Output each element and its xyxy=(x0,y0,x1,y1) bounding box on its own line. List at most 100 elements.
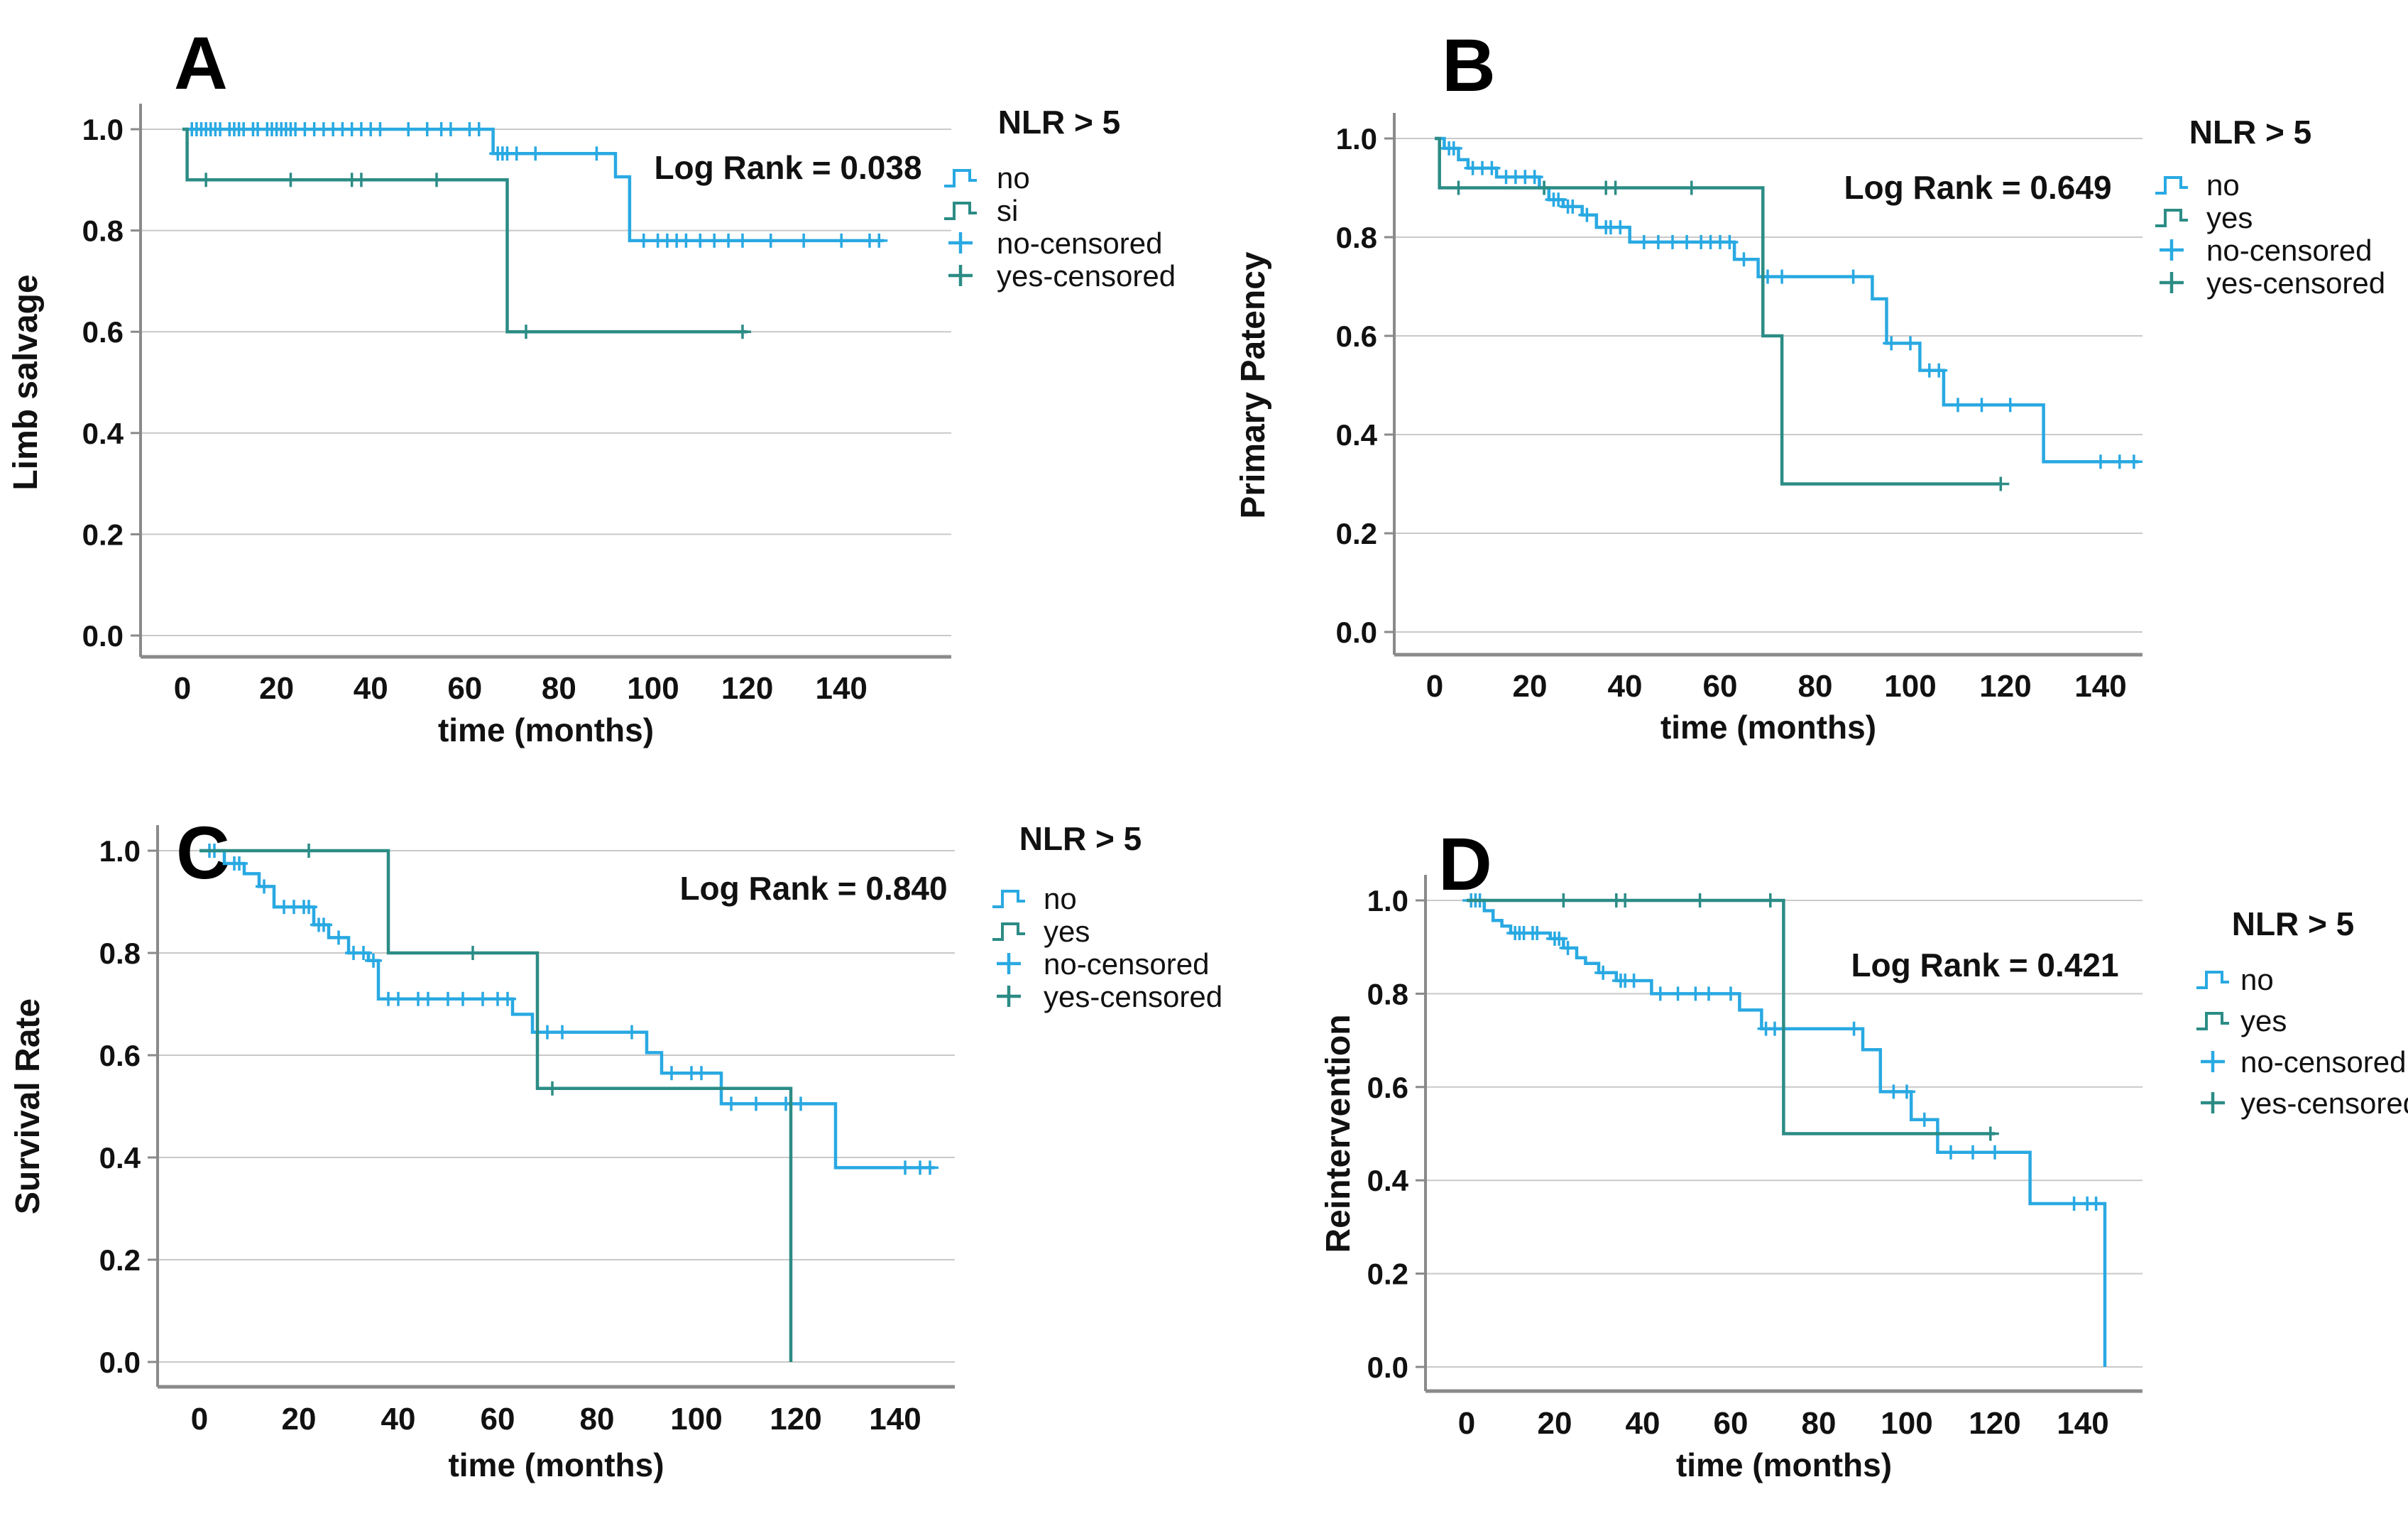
x-axis: 0 20 40 60 80 100 120 140 time (months) xyxy=(158,1385,955,1483)
y-axis: 0.0 0.2 0.4 0.6 0.8 1.0 xyxy=(82,104,142,657)
y-tick-label: 0.4 xyxy=(1336,418,1378,452)
x-tick-label: 0 xyxy=(1426,669,1443,704)
y-axis-title: Survival Rate xyxy=(9,998,47,1214)
x-tick-label: 140 xyxy=(815,671,867,706)
x-tick-label: 140 xyxy=(869,1402,921,1437)
x-tick-label: 40 xyxy=(381,1402,416,1437)
legend-censored-icon xyxy=(2201,1092,2225,1113)
km-chart-d: 0.0 0.2 0.4 0.6 0.8 1.0 0 20 40 60 80 100 120 140 time… xyxy=(1320,823,2408,1483)
panel-reintervention: 0.0 0.2 0.4 0.6 0.8 1.0 0 20 40 60 80 100 120 140 time… xyxy=(1204,763,2408,1526)
legend-item-si: si xyxy=(944,194,1018,227)
x-tick-label: 0 xyxy=(191,1402,208,1437)
legend-step-icon xyxy=(2155,176,2188,195)
x-axis-title: time (months) xyxy=(1660,709,1876,746)
y-tick-label: 0.4 xyxy=(99,1141,141,1175)
x-tick-label: 100 xyxy=(1881,1406,1932,1441)
x-tick-label: 40 xyxy=(1608,669,1643,704)
legend-censored-icon xyxy=(997,953,1021,974)
legend-item-label: no-censored xyxy=(2206,234,2372,267)
y-tick-label: 0.2 xyxy=(1367,1258,1408,1291)
legend-title: NLR > 5 xyxy=(2232,905,2355,942)
legend-step-icon xyxy=(2155,209,2188,227)
km-chart-c: 0.0 0.2 0.4 0.6 0.8 1.0 0 20 40 60 80 100 120 140 time… xyxy=(9,812,1222,1483)
censor-marks-si xyxy=(197,173,751,339)
km-curve-yes xyxy=(1467,898,1995,1135)
censor-marks-yes xyxy=(300,844,561,1096)
legend-item-no-censored: no-censored xyxy=(997,947,1209,981)
legend-item-yes-censored: yes-censored xyxy=(2201,1086,2408,1120)
legend-censored-icon xyxy=(948,265,973,286)
panel-letter: A xyxy=(174,22,228,105)
x-tick-label: 60 xyxy=(481,1402,515,1437)
y-axis-title: Reintervention xyxy=(1320,1014,1357,1253)
km-curve-no xyxy=(199,849,935,1170)
x-tick-label: 60 xyxy=(447,671,482,706)
legend-item-yes: yes xyxy=(2196,1004,2287,1037)
x-tick-label: 0 xyxy=(174,671,191,706)
x-tick-label: 60 xyxy=(1703,669,1738,704)
y-tick-label: 1.0 xyxy=(82,113,124,146)
legend-item-no-censored: no-censored xyxy=(2160,234,2372,267)
panel-limb-salvage: 0.0 0.2 0.4 0.6 0.8 1.0 0 20 40 60 80 100 120 140 time… xyxy=(0,0,1204,763)
panel-letter: C xyxy=(176,812,230,895)
x-axis-title: time (months) xyxy=(1676,1446,1892,1483)
legend-item-yes: yes xyxy=(992,915,1090,948)
y-axis: 0.0 0.2 0.4 0.6 0.8 1.0 xyxy=(99,825,159,1387)
y-axis-title: Limb salvage xyxy=(7,274,45,490)
legend-censored-icon xyxy=(2160,272,2184,293)
legend-step-icon xyxy=(992,890,1025,908)
x-tick-label: 20 xyxy=(259,671,294,706)
legend-item-yes-censored: yes-censored xyxy=(948,259,1176,293)
y-tick-label: 0.6 xyxy=(99,1039,141,1072)
y-tick-label: 0.0 xyxy=(1367,1351,1408,1384)
x-axis: 0 20 40 60 80 100 120 140 time (months) xyxy=(1394,653,2142,746)
y-tick-label: 0.0 xyxy=(82,619,124,653)
legend: NLR > 5 no yes no-censored yes-censored xyxy=(2196,905,2408,1120)
x-tick-label: 120 xyxy=(770,1402,821,1437)
x-tick-label: 40 xyxy=(354,671,388,706)
x-tick-label: 100 xyxy=(627,671,679,706)
x-tick-label: 100 xyxy=(1884,669,1936,704)
legend-item-label: si xyxy=(997,194,1018,227)
y-tick-label: 0.2 xyxy=(82,518,124,551)
legend-censored-icon xyxy=(948,232,973,254)
y-tick-label: 0.8 xyxy=(99,937,141,970)
y-tick-label: 1.0 xyxy=(99,834,141,868)
legend-item-label: no xyxy=(2240,963,2274,996)
y-tick-label: 0.6 xyxy=(82,315,124,349)
legend-step-icon xyxy=(944,202,977,220)
gridlines xyxy=(1394,138,2142,633)
y-axis: 0.0 0.2 0.4 0.6 0.8 1.0 xyxy=(1336,113,1396,655)
x-tick-label: 140 xyxy=(2057,1406,2108,1441)
log-rank-label: Log Rank = 0.421 xyxy=(1851,947,2118,983)
legend-item-label: no-censored xyxy=(1044,947,1209,981)
x-axis: 0 20 40 60 80 100 120 140 time (months) xyxy=(1425,1389,2142,1483)
legend-item-no: no xyxy=(2196,963,2274,996)
legend-item-label: yes-censored xyxy=(1044,980,1222,1013)
y-tick-label: 0.4 xyxy=(82,417,124,450)
legend-item-yes-censored: yes-censored xyxy=(997,980,1222,1013)
log-rank-label: Log Rank = 0.840 xyxy=(679,870,947,907)
x-tick-label: 100 xyxy=(670,1402,722,1437)
panel-primary-patency: 0.0 0.2 0.4 0.6 0.8 1.0 0 20 40 60 80 100 120 140 time… xyxy=(1204,0,2408,763)
x-tick-label: 80 xyxy=(1802,1406,1837,1441)
km-curve-no xyxy=(182,127,884,243)
y-tick-label: 0.6 xyxy=(1367,1071,1408,1104)
x-tick-label: 20 xyxy=(1538,1406,1572,1441)
legend-step-icon xyxy=(2196,1012,2229,1030)
y-tick-label: 0.6 xyxy=(1336,320,1377,353)
log-rank-label: Log Rank = 0.649 xyxy=(1844,169,2111,206)
km-curve-yes xyxy=(1435,136,2001,486)
legend-censored-icon xyxy=(2160,239,2184,261)
legend-item-label: yes-censored xyxy=(2240,1086,2408,1120)
legend-item-yes-censored: yes-censored xyxy=(2160,266,2385,300)
panel-letter: B xyxy=(1442,24,1496,107)
legend-item-no-censored: no-censored xyxy=(2201,1045,2406,1079)
y-tick-label: 0.4 xyxy=(1367,1164,1409,1197)
legend-step-icon xyxy=(944,169,977,187)
x-tick-label: 80 xyxy=(580,1402,615,1437)
legend-title: NLR > 5 xyxy=(998,104,1121,141)
